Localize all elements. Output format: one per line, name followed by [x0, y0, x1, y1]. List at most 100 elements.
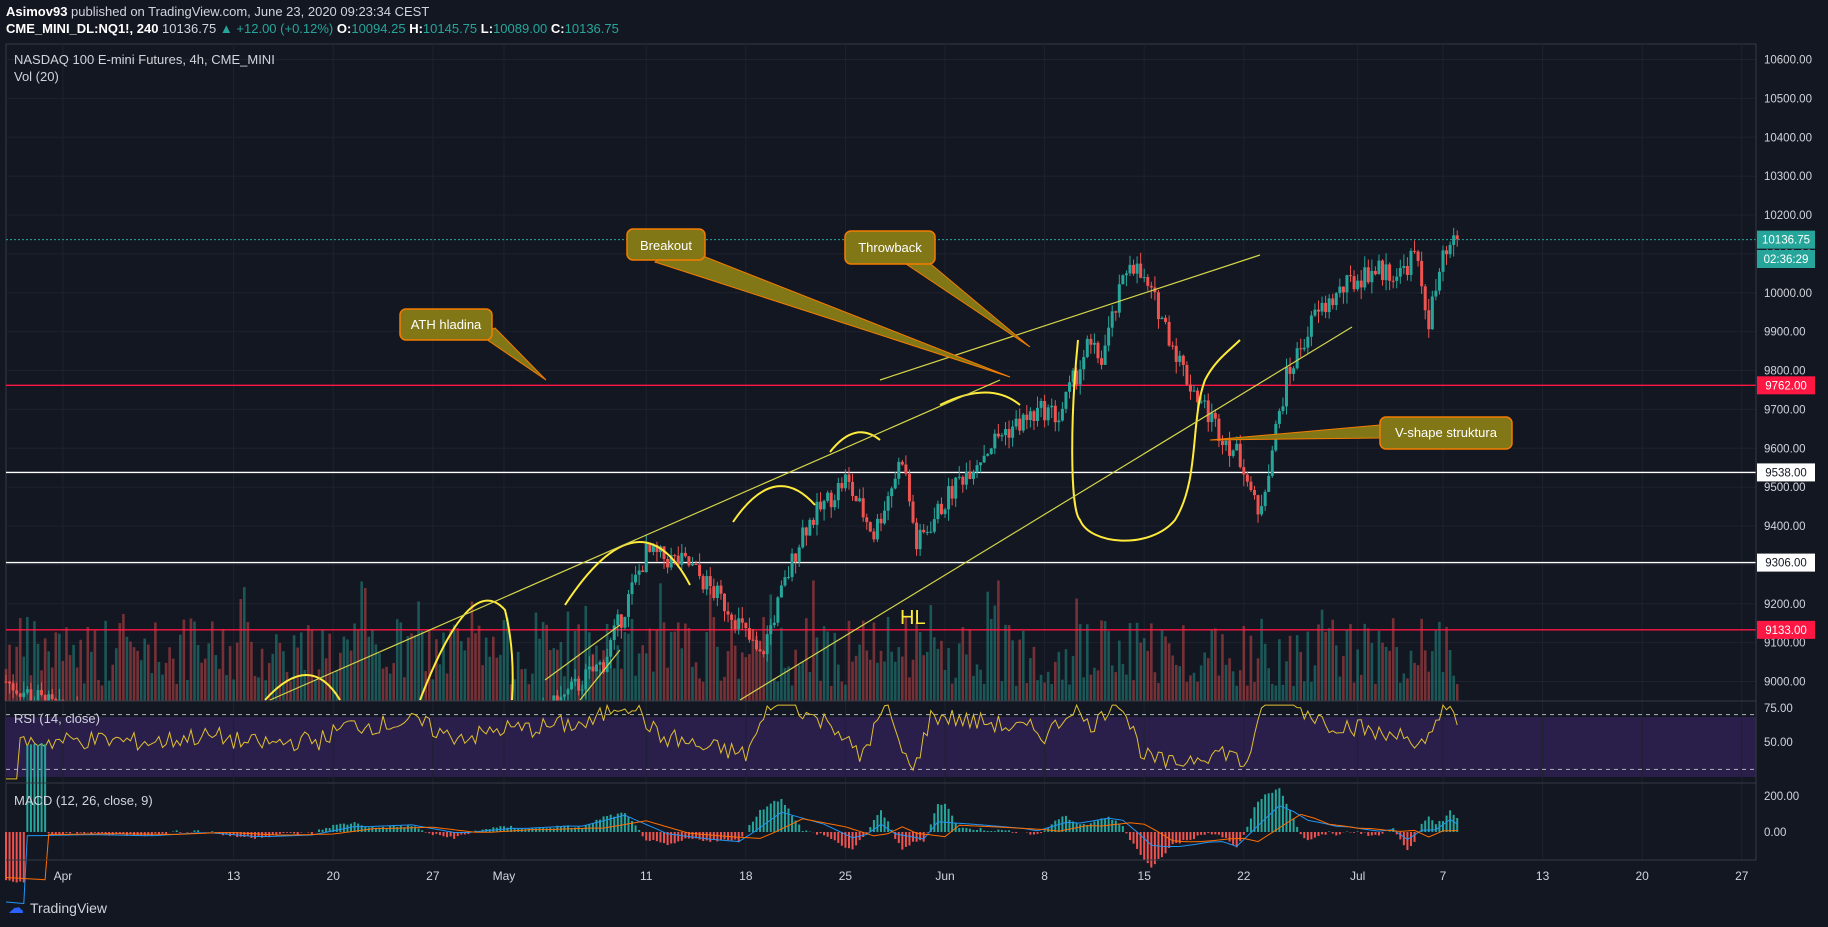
macd-histogram-bar	[762, 809, 765, 832]
candle-body	[1203, 400, 1207, 402]
candle-body	[648, 543, 652, 552]
candle-body	[4, 681, 8, 683]
volume-bar	[221, 628, 225, 701]
candle-body	[957, 476, 961, 478]
volume-bar	[420, 630, 424, 701]
macd-histogram-bar	[940, 804, 943, 832]
volume-bar	[1221, 634, 1224, 701]
volume-bar	[403, 677, 406, 701]
volume-bar	[1118, 640, 1121, 701]
candle-body	[943, 509, 947, 515]
macd-histogram-bar	[1178, 832, 1181, 844]
candle-body	[1284, 366, 1288, 407]
macd-histogram-bar	[1189, 832, 1192, 840]
volume-bar	[1224, 664, 1228, 701]
macd-histogram-bar	[1139, 832, 1142, 855]
time-axis[interactable]: Apr 13 20 27 May 11 18 25 Jun 8 15 22 Jul 7 13 20 27	[54, 869, 1749, 883]
volume-bar	[872, 622, 876, 701]
macd-histogram-bar	[385, 828, 388, 832]
tradingview-footer[interactable]: ☁ TradingView	[8, 898, 107, 918]
volume-bar	[1384, 646, 1388, 701]
callout-breakout[interactable]: Breakout	[626, 228, 706, 261]
callout-throwback[interactable]: Throwback	[844, 230, 936, 265]
volume-bar	[918, 631, 922, 701]
candle-body	[1174, 345, 1178, 362]
macd-histogram-bar	[1406, 832, 1409, 851]
volume-bar	[349, 650, 353, 701]
macd-histogram-bar	[606, 815, 609, 832]
trendline	[579, 649, 621, 701]
candle-body	[954, 477, 958, 499]
volume-bar	[1025, 682, 1029, 701]
volume-legend[interactable]: Vol (20)	[14, 69, 59, 84]
candle-body	[939, 503, 943, 515]
candle-body	[1430, 296, 1434, 330]
volume-bar	[1302, 681, 1306, 701]
macd-histogram-bar	[1040, 832, 1043, 834]
macd-histogram-bar	[79, 832, 82, 833]
chart-title[interactable]: NASDAQ 100 E-mini Futures, 4h, CME_MINI	[14, 52, 275, 67]
macd-histogram-bar	[869, 827, 872, 832]
publish-info: published on TradingView.com, June 23, 2…	[71, 4, 430, 19]
macd-histogram-bar	[1207, 832, 1210, 834]
candle-body	[747, 628, 751, 640]
price-level-text: 9538.00	[1765, 467, 1807, 479]
volume-bar	[890, 651, 893, 701]
countdown-text: 02:36:29	[1764, 254, 1809, 266]
macd-histogram-bar	[1153, 832, 1156, 865]
candle-body	[1395, 276, 1399, 281]
volume-bar	[90, 651, 93, 701]
volume-bar	[1370, 643, 1374, 701]
candle-body	[712, 586, 716, 599]
volume-bar	[356, 630, 360, 701]
candle-body	[1220, 440, 1224, 446]
symbol-name[interactable]: CME_MINI_DL:NQ1!, 240	[6, 21, 159, 36]
volume-bar	[442, 632, 445, 701]
arc-annotation	[732, 485, 816, 523]
volume-bar	[808, 671, 812, 701]
macd-legend[interactable]: MACD (12, 26, close, 9)	[14, 793, 153, 808]
macd-histogram-bar	[1310, 832, 1313, 840]
candle-body	[861, 498, 865, 518]
volume-bar	[1438, 621, 1441, 701]
price-levels	[6, 239, 1756, 631]
callout-ath[interactable]: ATH hladina	[399, 308, 493, 341]
rsi-line: 75.00 50.00	[6, 703, 1793, 780]
volume-bar	[399, 622, 403, 701]
candle-body	[1078, 369, 1082, 385]
candle-body	[1050, 405, 1054, 408]
volume-bar	[335, 670, 339, 701]
volume-bar	[1128, 623, 1132, 701]
volume-bar	[833, 632, 837, 701]
candle-body	[1132, 264, 1136, 274]
volume-bar	[997, 580, 1000, 701]
volume-bar	[285, 671, 289, 701]
callout-vshape[interactable]: V-shape struktura	[1379, 416, 1513, 450]
volume-bar	[1121, 663, 1125, 701]
candle-body	[1349, 275, 1353, 277]
price-axis[interactable]: 10600.00 10500.00 10400.00 10300.00 10200.00…	[1764, 55, 1812, 689]
volume-bar	[755, 635, 758, 701]
volume-bar	[1011, 640, 1014, 701]
author-name[interactable]: Asimov93	[6, 4, 68, 19]
macd-histogram-bar	[933, 813, 936, 832]
volume-bar	[246, 622, 250, 701]
rsi-legend[interactable]: RSI (14, close)	[14, 711, 100, 726]
volume-bar	[851, 661, 854, 701]
macd-histogram-bar	[243, 832, 246, 838]
candle-body	[694, 563, 698, 565]
volume-bar	[584, 605, 588, 701]
price-tick-label: 9200.00	[1764, 599, 1806, 611]
price-level-text: 9306.00	[1765, 558, 1807, 570]
volume-bar	[623, 632, 627, 701]
candle-body	[971, 472, 975, 479]
volume-bar	[1288, 635, 1292, 701]
volume-bar	[50, 667, 54, 701]
volume-bar	[1196, 681, 1199, 701]
macd-histogram-bar	[1281, 795, 1284, 832]
macd-histogram-bar	[26, 745, 29, 832]
volume-bar	[509, 684, 513, 701]
candle-body	[1391, 280, 1395, 282]
macd-histogram-bar	[382, 826, 385, 832]
